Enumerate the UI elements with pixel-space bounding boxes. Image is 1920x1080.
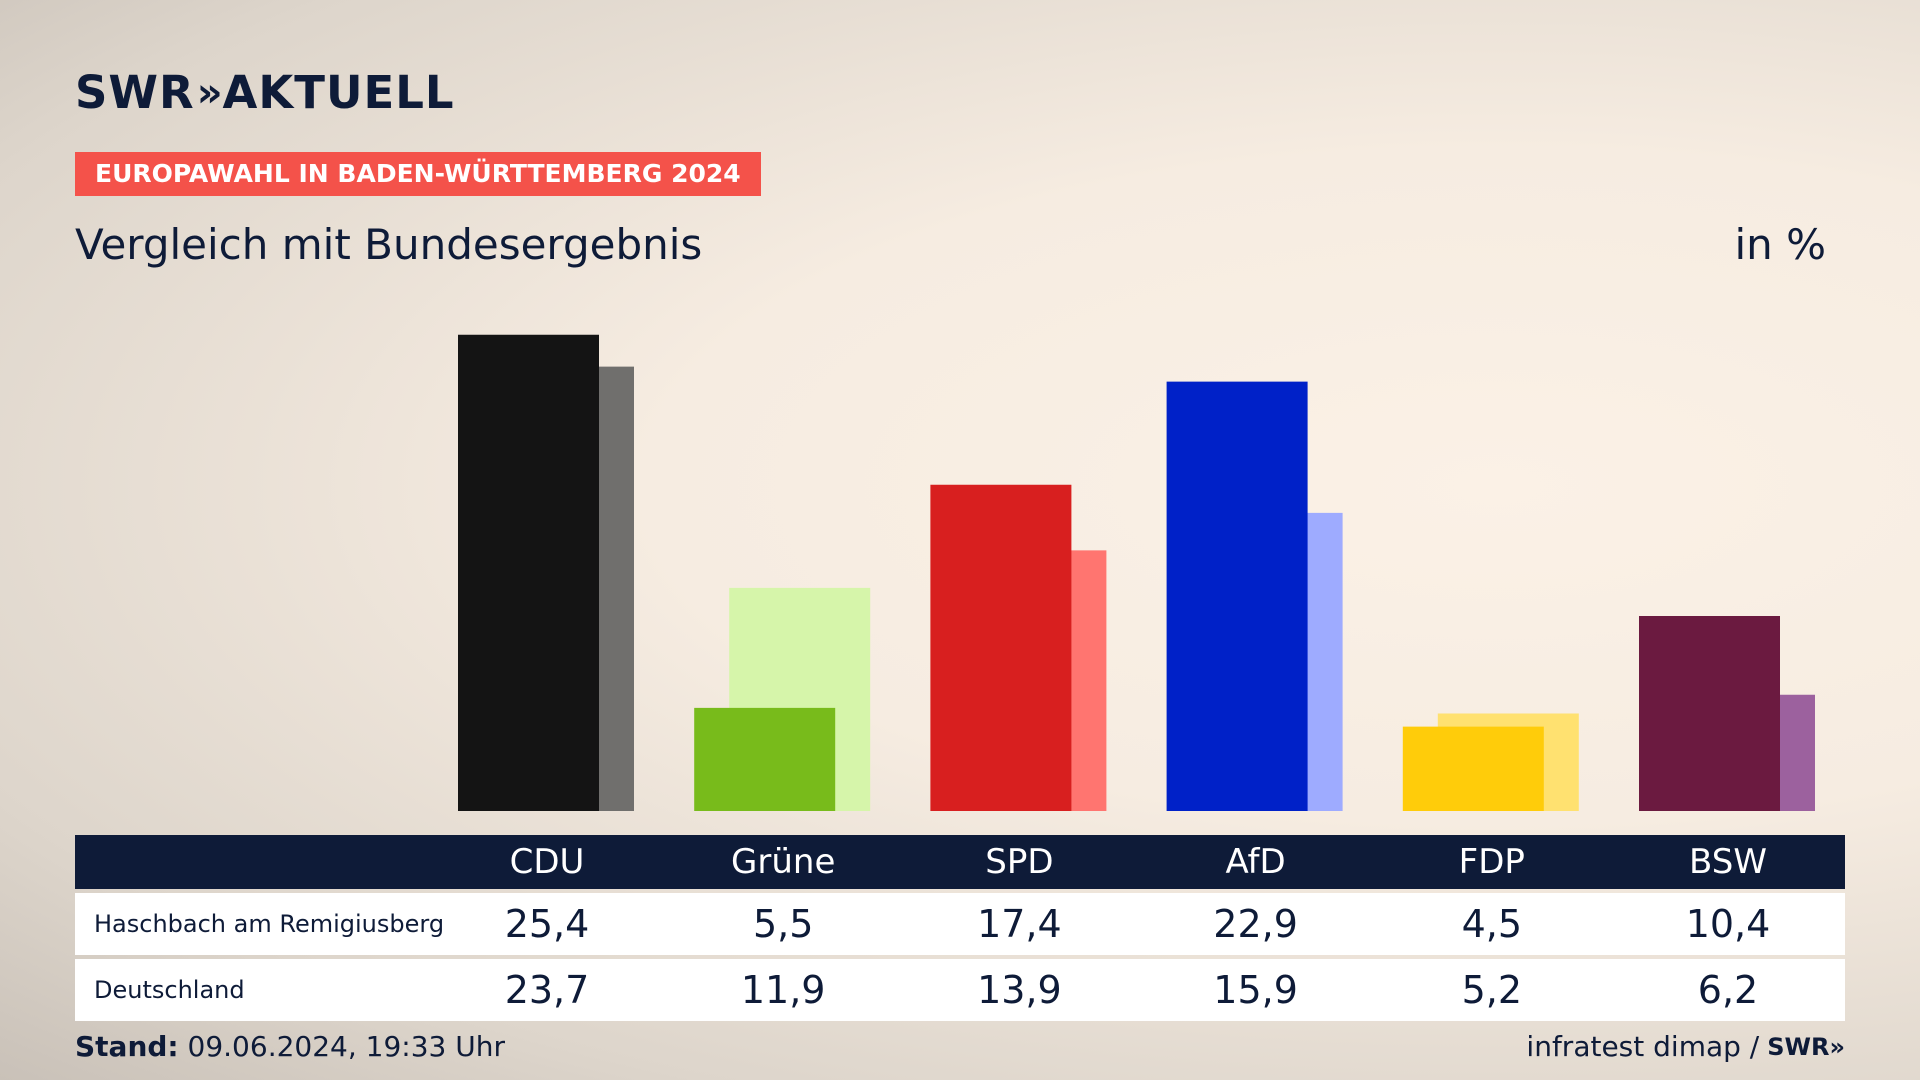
bar-haschbach-spd [930, 484, 1072, 811]
stand-value: 09.06.2024, 19:33 Uhr [187, 1030, 505, 1063]
source-credit: infratest dimap / SWR» [1526, 1030, 1845, 1063]
logo-swr: SWR [75, 66, 195, 119]
bar-chart [458, 334, 1815, 811]
table-row-deutschland: Deutschland 23,7 11,9 13,9 15,9 5,2 6,2 [75, 959, 1845, 1021]
value-deutschland-spd: 13,9 [977, 968, 1062, 1012]
bar-haschbach-cdu [458, 334, 599, 811]
results-table: CDU Grüne SPD AfD FDP BSW Haschbach am Remigi… [75, 835, 1845, 1021]
column-header-afd: AfD [1225, 842, 1286, 882]
logo-aktuell: AKTUELL [222, 66, 455, 119]
value-deutschland-cdu: 23,7 [504, 968, 590, 1012]
column-header-cdu: CDU [509, 842, 585, 882]
value-haschbach-spd: 17,4 [977, 902, 1062, 946]
value-haschbach-afd: 22,9 [1213, 902, 1298, 946]
bar-haschbach-fdp [1402, 726, 1544, 811]
election-badge: EUROPAWAHL IN BADEN-WÜRTTEMBERG 2024 [75, 152, 761, 196]
bar-haschbach-afd [1166, 381, 1308, 811]
row-label-deutschland: Deutschland [94, 976, 245, 1004]
value-deutschland-grune: 11,9 [740, 968, 826, 1012]
column-header-fdp: FDP [1458, 842, 1525, 882]
value-haschbach-grune: 5,5 [752, 902, 814, 946]
stand-label: Stand: [75, 1030, 179, 1063]
source-text: infratest dimap / [1526, 1030, 1760, 1063]
value-haschbach-fdp: 4,5 [1461, 902, 1523, 946]
row-label-haschbach: Haschbach am Remigiusberg [94, 910, 445, 938]
bar-haschbach-bsw [1639, 616, 1780, 811]
column-header-grune: Grüne [731, 842, 836, 882]
value-deutschland-fdp: 5,2 [1461, 968, 1523, 1012]
swr-small-logo: SWR» [1767, 1032, 1845, 1061]
value-deutschland-bsw: 6,2 [1697, 968, 1759, 1012]
table-header: CDU Grüne SPD AfD FDP BSW [75, 835, 1845, 889]
value-haschbach-cdu: 25,4 [504, 902, 590, 946]
unit-label: in % [1734, 220, 1826, 269]
value-haschbach-bsw: 10,4 [1685, 902, 1771, 946]
column-header-bsw: BSW [1689, 842, 1767, 882]
bar-haschbach-grune [694, 707, 836, 811]
table-row-haschbach: Haschbach am Remigiusberg 25,4 5,5 17,4 22,… [75, 893, 1845, 955]
timestamp: Stand: 09.06.2024, 19:33 Uhr [75, 1030, 505, 1063]
value-deutschland-afd: 15,9 [1213, 968, 1298, 1012]
column-header-spd: SPD [985, 842, 1054, 882]
swr-aktuell-logo: SWR » AKTUELL [75, 66, 455, 119]
chart-subtitle: Vergleich mit Bundesergebnis [75, 220, 703, 269]
